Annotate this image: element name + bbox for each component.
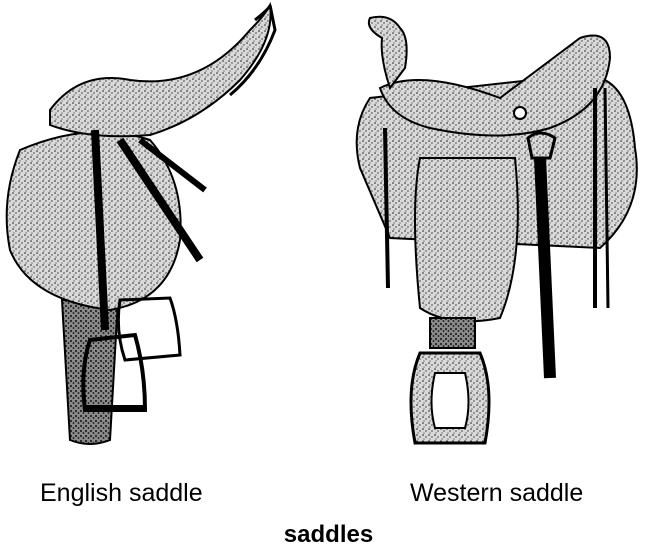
western-saddle-caption: Western saddle xyxy=(410,479,584,507)
figure-caption: saddles xyxy=(283,521,374,548)
western-saddle-icon xyxy=(355,15,638,445)
western-saddle-illustration xyxy=(350,8,640,453)
english-saddle-icon xyxy=(5,1,277,445)
english-saddle-caption: English saddle xyxy=(40,479,203,507)
english-saddle-illustration xyxy=(0,0,290,450)
